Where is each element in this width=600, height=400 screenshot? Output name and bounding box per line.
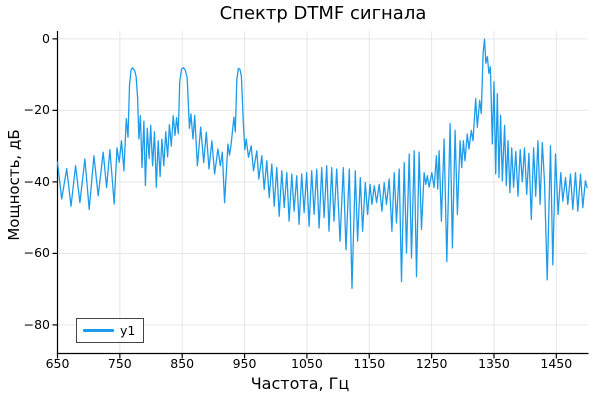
- x-tick-label: 1050: [291, 356, 323, 371]
- chart-title: Спектр DTMF сигнала: [219, 3, 427, 24]
- x-tick-label: 1450: [540, 356, 573, 371]
- y-tick-label: −20: [23, 102, 50, 118]
- x-axis-label: Частота, Гц: [250, 374, 350, 393]
- legend-entry-label: y1: [120, 322, 136, 338]
- x-tick-label: 950: [232, 356, 257, 371]
- y-tick-label: −60: [23, 245, 50, 261]
- x-tick-label: 650: [45, 356, 70, 371]
- x-tick-label: 1250: [415, 356, 448, 371]
- x-tick-label: 750: [107, 356, 132, 371]
- y-tick-label: 0: [42, 30, 50, 46]
- x-tick-label: 1350: [478, 356, 510, 371]
- y-tick-label: −40: [23, 173, 50, 189]
- x-tick-label: 1150: [353, 356, 386, 371]
- y-tick-label: −80: [23, 316, 50, 332]
- x-tick-label: 850: [170, 356, 195, 371]
- legend-line-sample: [83, 329, 114, 332]
- spectrum-line: [56, 38, 588, 290]
- legend-box: y1: [76, 318, 144, 343]
